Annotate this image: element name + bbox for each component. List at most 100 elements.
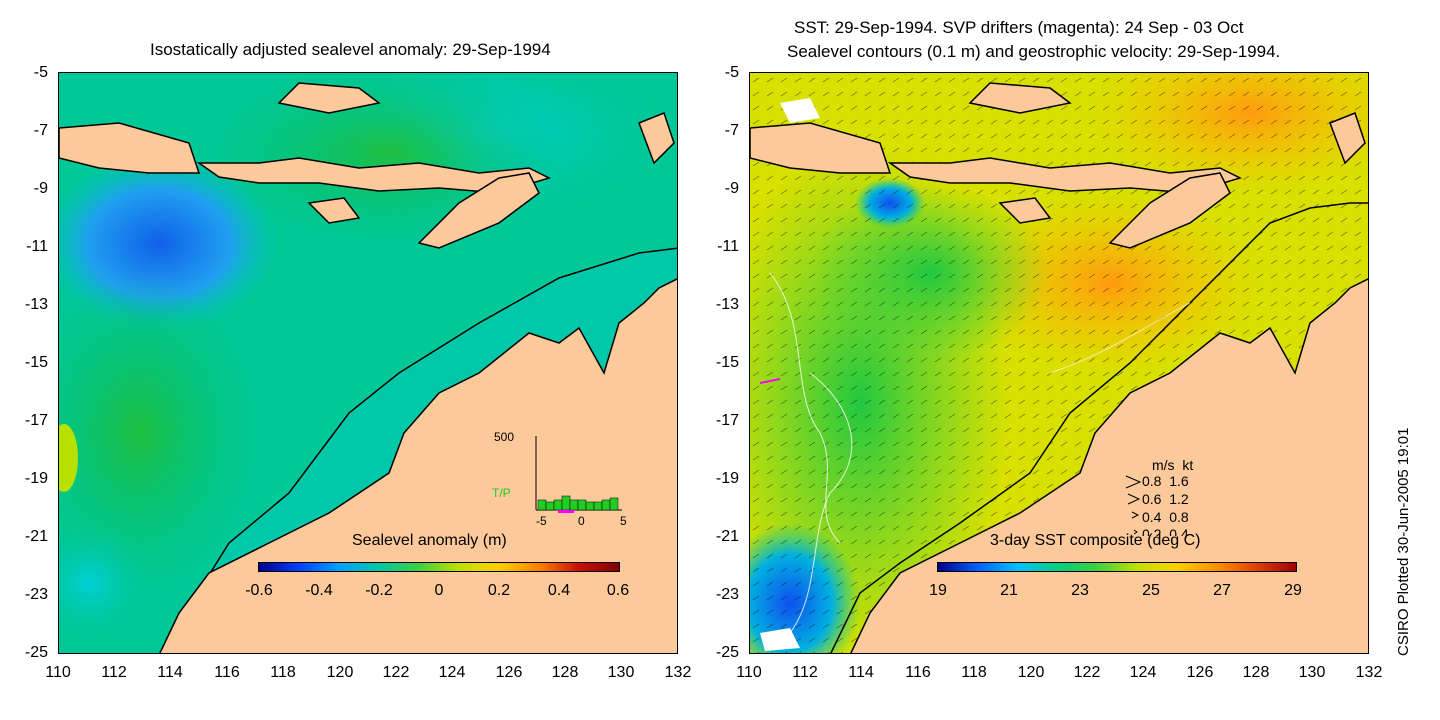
- y-tick: -19: [24, 470, 48, 487]
- y-tick: -17: [715, 412, 739, 429]
- left-colorbar-label: Sealevel anomaly (m): [352, 532, 507, 549]
- sunda-islands: [196, 157, 552, 194]
- timor-island: [417, 172, 540, 249]
- y-tick: -5: [724, 64, 739, 81]
- north-island: [968, 82, 1072, 114]
- x-tick: 120: [1017, 664, 1045, 681]
- sealevel-contour: [769, 272, 841, 544]
- x-tick: 132: [664, 664, 692, 681]
- left-colorbar: [258, 562, 620, 572]
- inset-x-tick: 0: [578, 514, 585, 528]
- x-tick: 118: [961, 664, 987, 681]
- inset-ymax-label: 500: [494, 430, 515, 444]
- y-tick: -21: [715, 528, 739, 545]
- x-tick: 116: [905, 664, 931, 681]
- x-tick: 122: [382, 664, 410, 681]
- y-tick: -13: [715, 296, 739, 313]
- x-tick: 110: [45, 664, 71, 681]
- x-tick: 118: [270, 664, 296, 681]
- x-tick: 116: [214, 664, 240, 681]
- y-tick: -9: [724, 180, 739, 197]
- north-island: [277, 82, 381, 114]
- y-tick: -5: [33, 64, 48, 81]
- y-tick: -7: [33, 122, 48, 139]
- y-tick: -11: [717, 238, 739, 255]
- colorbar-tick: 0: [434, 582, 444, 599]
- right-colorbar-label: 3-day SST composite (deg C): [990, 532, 1201, 549]
- x-tick: 122: [1073, 664, 1101, 681]
- sumba-island: [307, 197, 361, 224]
- left-panel-title: Isostatically adjusted sealevel anomaly:…: [150, 40, 551, 59]
- shelf-contour: [830, 202, 1368, 653]
- y-tick: -21: [24, 528, 48, 545]
- australia-land: [159, 278, 677, 653]
- y-tick: -15: [24, 354, 48, 371]
- java-land: [59, 122, 201, 174]
- svp-drifter-track: [759, 378, 781, 384]
- y-tick: -13: [24, 296, 48, 313]
- colorbar-tick: -0.2: [365, 582, 393, 599]
- y-tick: -25: [715, 644, 739, 661]
- velocity-legend-row: 0.4 0.8: [1142, 509, 1189, 525]
- sunda-islands: [887, 157, 1243, 194]
- green-anomaly: [59, 273, 259, 593]
- x-tick: 114: [848, 664, 874, 681]
- inset-histogram: [535, 436, 622, 513]
- y-tick: -7: [724, 122, 739, 139]
- colorbar-tick: -0.4: [305, 582, 333, 599]
- right-colorbar: [937, 562, 1297, 572]
- velocity-legend-row: 0.8 1.6: [1142, 473, 1189, 489]
- sealevel-contour: [789, 372, 853, 634]
- velocity-legend-arrows: [1125, 475, 1142, 535]
- y-tick: -19: [715, 470, 739, 487]
- x-tick: 114: [157, 664, 183, 681]
- australia-land: [850, 278, 1368, 653]
- timor-island: [1108, 172, 1231, 249]
- colorbar-tick: 29: [1284, 582, 1302, 599]
- sealevel-map: [58, 72, 678, 654]
- x-tick: 124: [1129, 664, 1157, 681]
- x-tick: 132: [1355, 664, 1383, 681]
- cyan-anomaly-sw: [59, 523, 149, 643]
- x-tick: 128: [551, 664, 579, 681]
- east-island: [638, 112, 675, 165]
- x-tick: 112: [792, 664, 818, 681]
- sealevel-contour: [1049, 302, 1191, 374]
- colorbar-tick: 23: [1071, 582, 1089, 599]
- colorbar-tick: -0.6: [245, 582, 273, 599]
- y-tick: -15: [715, 354, 739, 371]
- east-island: [1329, 112, 1366, 165]
- x-tick: 126: [495, 664, 523, 681]
- x-tick: 124: [438, 664, 466, 681]
- plot-stamp: CSIRO Plotted 30-Jun-2005 19:01: [1395, 427, 1412, 656]
- inset-x-tick: -5: [536, 514, 547, 528]
- right-panel-title-line1: SST: 29-Sep-1994. SVP drifters (magenta)…: [794, 18, 1244, 37]
- x-tick: 112: [101, 664, 127, 681]
- cloud-patch: [780, 98, 820, 123]
- x-tick: 126: [1186, 664, 1214, 681]
- high-anomaly-edge: [59, 424, 78, 492]
- sst-map-svg: [750, 73, 1368, 653]
- x-tick: 128: [1242, 664, 1270, 681]
- sealevel-map-svg: [59, 73, 677, 653]
- colorbar-tick: 0.6: [606, 582, 630, 599]
- velocity-legend-row: 0.2 0.4: [1142, 526, 1189, 536]
- colorbar-tick: 27: [1213, 582, 1231, 599]
- y-tick: -17: [24, 412, 48, 429]
- java-land: [750, 122, 892, 174]
- y-tick: -23: [715, 586, 739, 603]
- colorbar-tick: 25: [1142, 582, 1160, 599]
- sst-map: [749, 72, 1369, 654]
- cloud-patch: [760, 628, 800, 651]
- velocity-legend-header: m/s kt: [1152, 457, 1194, 473]
- inset-x-tick: 5: [620, 514, 627, 528]
- colorbar-tick: 0.4: [547, 582, 571, 599]
- right-panel-title-line2: Sealevel contours (0.1 m) and geostrophi…: [787, 42, 1281, 61]
- y-tick: -11: [26, 238, 48, 255]
- colorbar-tick: 0.2: [487, 582, 511, 599]
- x-tick: 110: [736, 664, 762, 681]
- x-tick: 130: [1298, 664, 1326, 681]
- colorbar-tick: 21: [1000, 582, 1018, 599]
- y-tick: -25: [24, 644, 48, 661]
- x-tick: 130: [607, 664, 635, 681]
